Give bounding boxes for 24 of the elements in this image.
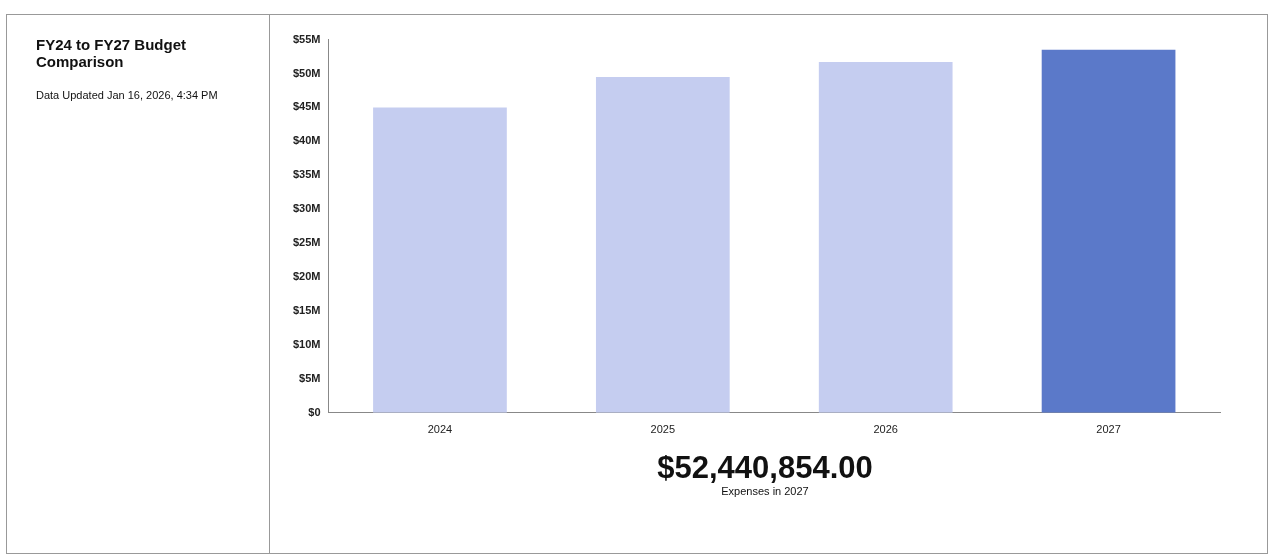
text: $52,440,854.00 bbox=[656, 450, 874, 486]
bar bbox=[595, 76, 730, 413]
x-tick-label: 2026 bbox=[873, 423, 898, 436]
y-tick-label: $45M bbox=[292, 100, 321, 113]
x-tick-label: 2027 bbox=[1096, 423, 1121, 436]
y-tick-label: $25M bbox=[292, 236, 321, 249]
y-tick-label: $55M bbox=[292, 32, 321, 45]
bar bbox=[818, 61, 953, 413]
y-tick-label: $20M bbox=[292, 270, 321, 283]
x-tick-label: 2025 bbox=[650, 423, 676, 436]
text: Data Updated Jan 16, 2026, 4:34 PM bbox=[36, 88, 219, 103]
text: FY24 to FY27 Budget Comparison bbox=[36, 36, 188, 70]
y-tick-label: $40M bbox=[292, 134, 321, 147]
bar bbox=[373, 107, 507, 413]
text: Expenses in 2027 bbox=[720, 485, 810, 497]
y-tick-label: $35M bbox=[292, 168, 321, 181]
bar bbox=[1041, 49, 1176, 413]
y-tick-label: $0 bbox=[308, 405, 321, 418]
x-tick-label: 2024 bbox=[427, 423, 453, 436]
y-tick-label: $15M bbox=[292, 304, 321, 317]
y-tick-label: $5M bbox=[299, 371, 321, 384]
y-tick-label: $10M bbox=[292, 337, 321, 350]
y-tick-label: $50M bbox=[292, 66, 321, 79]
y-tick-label: $30M bbox=[292, 202, 321, 215]
